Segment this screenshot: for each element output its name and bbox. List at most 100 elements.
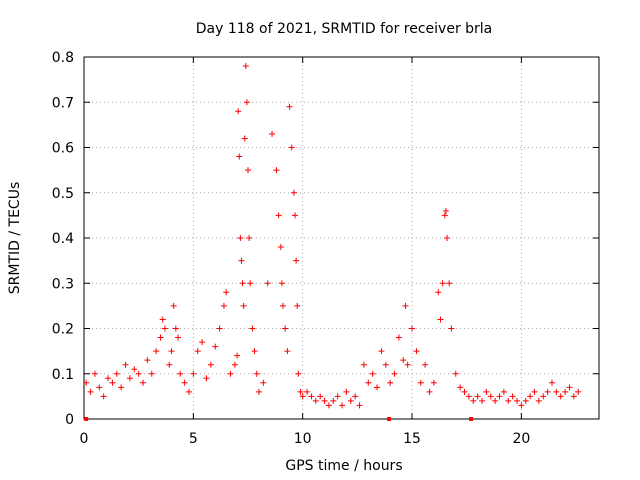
data-point xyxy=(242,63,249,70)
data-point xyxy=(461,388,468,395)
y-tick-label: 0.7 xyxy=(52,95,74,111)
data-point xyxy=(409,325,416,332)
data-point xyxy=(535,397,542,404)
data-point xyxy=(282,325,289,332)
data-point xyxy=(260,379,267,386)
gap-marker xyxy=(469,417,474,421)
data-point xyxy=(400,357,407,364)
data-point xyxy=(288,144,295,151)
data-point xyxy=(452,370,459,377)
axis-ticks: 0 0.1 0.2 0.3 0.4 0.5 0.6 0.7 0.8 0 5 10 15 20 xyxy=(52,50,599,447)
data-point xyxy=(570,393,577,400)
data-point xyxy=(553,388,560,395)
data-point xyxy=(483,388,490,395)
x-tick-label: 15 xyxy=(403,431,421,447)
data-point xyxy=(212,343,219,350)
data-point xyxy=(253,370,260,377)
data-point xyxy=(417,379,424,386)
data-point xyxy=(286,103,293,110)
data-point xyxy=(181,379,188,386)
y-tick-label: 0.4 xyxy=(52,231,74,247)
data-point xyxy=(122,361,129,368)
data-point xyxy=(446,280,453,287)
data-point xyxy=(330,397,337,404)
data-point xyxy=(159,316,166,323)
data-point xyxy=(220,302,227,309)
y-tick-label: 0.8 xyxy=(52,50,74,66)
data-point xyxy=(312,397,319,404)
y-tick-label: 0.6 xyxy=(52,141,74,157)
data-point xyxy=(87,388,94,395)
gap-marker xyxy=(387,417,392,421)
data-point xyxy=(239,280,246,287)
data-point xyxy=(308,393,315,400)
data-point xyxy=(430,379,437,386)
data-point xyxy=(157,334,164,341)
data-point xyxy=(404,361,411,368)
y-tick-label: 0.5 xyxy=(52,186,74,202)
data-point xyxy=(413,348,420,355)
data-point xyxy=(448,325,455,332)
data-point xyxy=(422,361,429,368)
data-point xyxy=(126,375,133,382)
data-point xyxy=(548,379,555,386)
data-point xyxy=(544,388,551,395)
data-point xyxy=(190,370,197,377)
data-point xyxy=(513,397,520,404)
data-point xyxy=(275,212,282,219)
data-point xyxy=(207,361,214,368)
data-point xyxy=(334,393,341,400)
data-point xyxy=(292,212,299,219)
data-point xyxy=(378,348,385,355)
data-point xyxy=(161,325,168,332)
data-point xyxy=(166,361,173,368)
data-point xyxy=(194,348,201,355)
x-tick-label: 5 xyxy=(189,431,198,447)
data-point xyxy=(199,339,206,346)
data-point xyxy=(496,393,503,400)
data-point xyxy=(109,379,116,386)
data-point xyxy=(562,388,569,395)
y-tick-label: 0 xyxy=(65,412,74,428)
data-point xyxy=(360,361,367,368)
data-point xyxy=(251,348,258,355)
data-point xyxy=(509,393,516,400)
data-point xyxy=(321,397,328,404)
data-point xyxy=(277,244,284,251)
data-point xyxy=(356,402,363,409)
data-point xyxy=(227,370,234,377)
data-point xyxy=(479,397,486,404)
data-point xyxy=(223,289,230,296)
data-point xyxy=(172,325,179,332)
gap-marker xyxy=(84,417,89,421)
data-point xyxy=(91,370,98,377)
data-point xyxy=(118,384,125,391)
data-point xyxy=(352,393,359,400)
data-point xyxy=(347,397,354,404)
data-point xyxy=(540,393,547,400)
data-point xyxy=(437,316,444,323)
data-point xyxy=(365,379,372,386)
data-point xyxy=(435,289,442,296)
data-point xyxy=(245,167,252,174)
data-point xyxy=(278,280,285,287)
data-point xyxy=(249,325,256,332)
data-point xyxy=(304,388,311,395)
grid-lines xyxy=(84,57,599,419)
data-point xyxy=(131,366,138,373)
data-point xyxy=(299,393,306,400)
data-point xyxy=(527,393,534,400)
data-point xyxy=(273,167,280,174)
data-point xyxy=(96,384,103,391)
data-point xyxy=(236,153,243,160)
x-tick-label: 0 xyxy=(80,431,89,447)
data-point xyxy=(566,384,573,391)
data-point xyxy=(113,370,120,377)
data-point xyxy=(284,348,291,355)
data-point xyxy=(297,388,304,395)
x-axis-label: GPS time / hours xyxy=(285,458,402,474)
data-point xyxy=(441,212,448,219)
data-point xyxy=(240,302,247,309)
data-point xyxy=(234,352,241,359)
